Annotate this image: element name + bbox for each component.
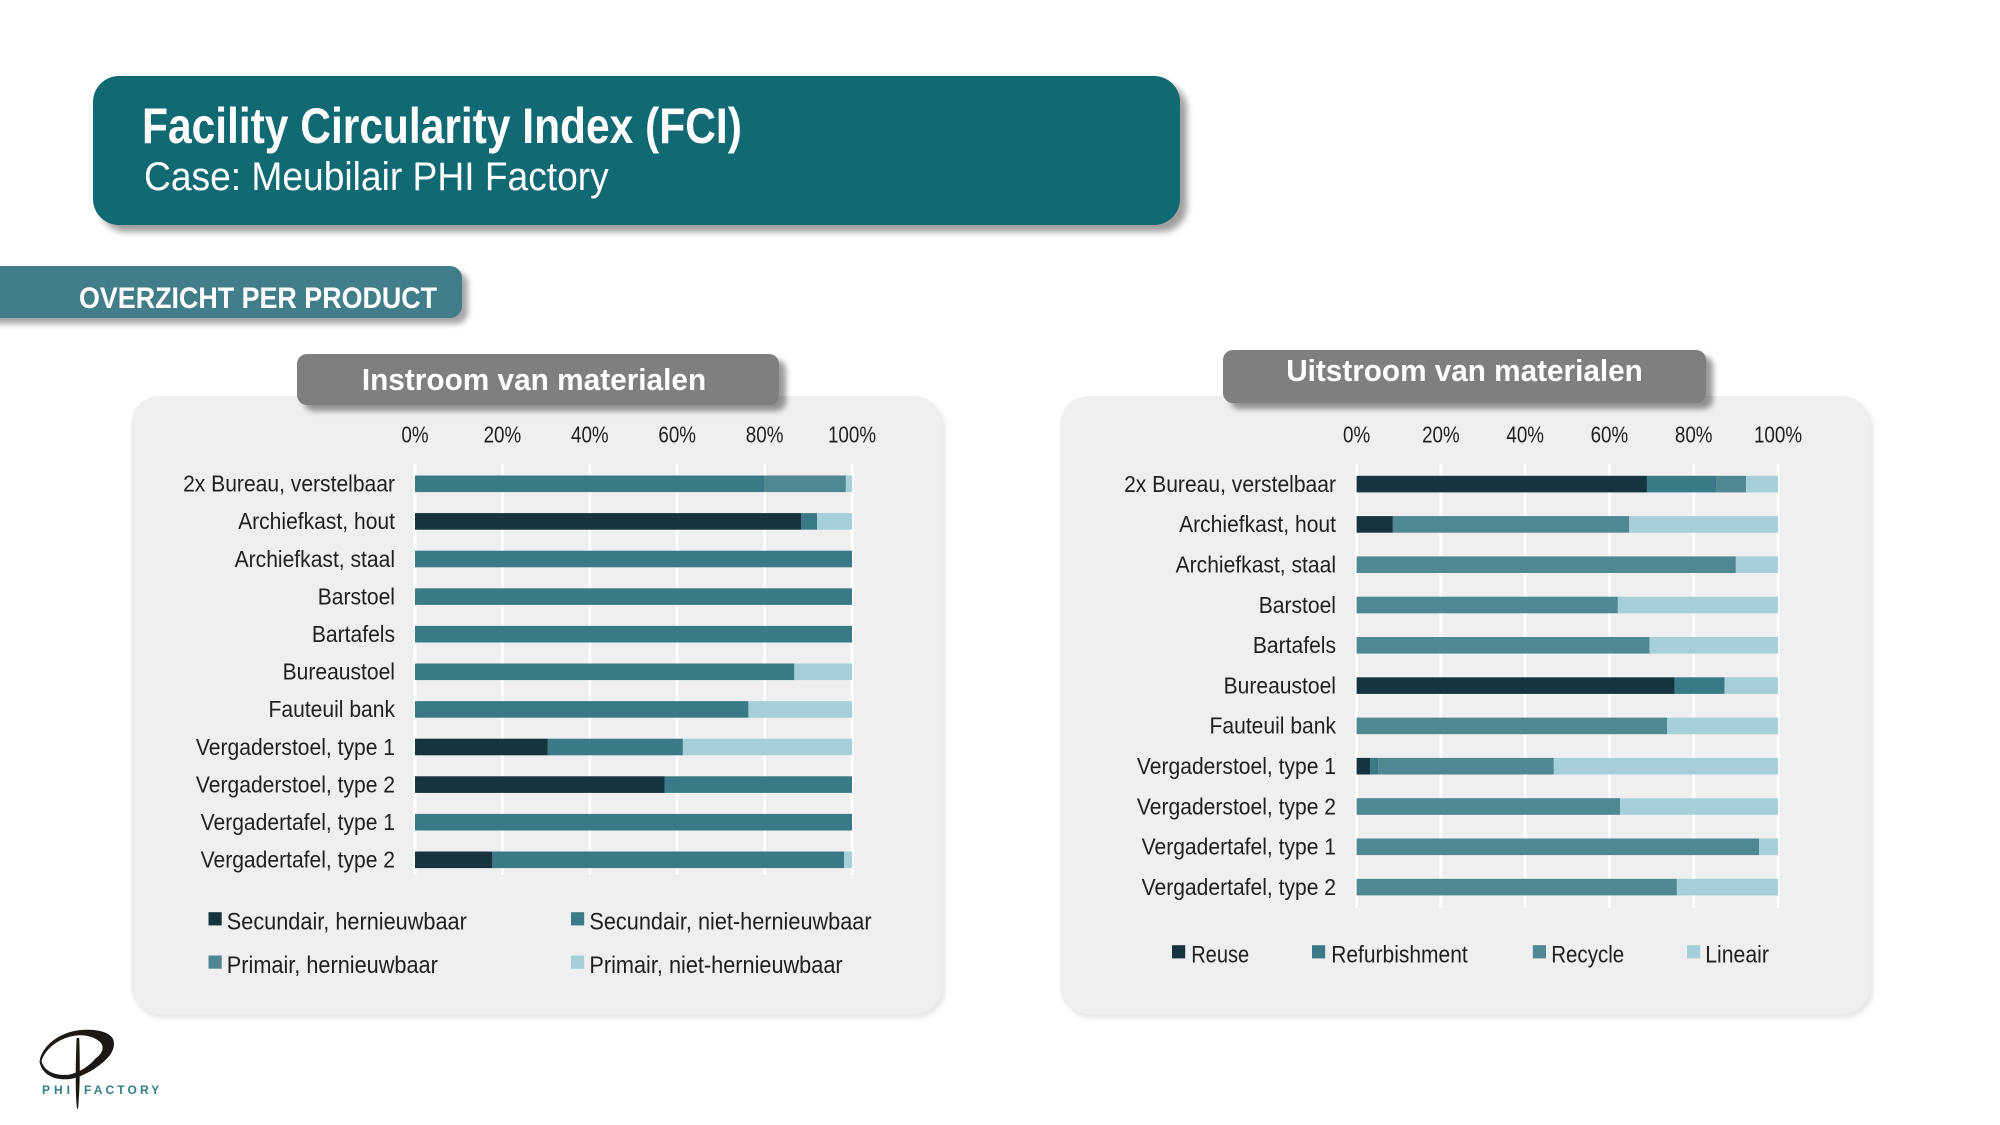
svg-text:40%: 40% [1506, 421, 1544, 448]
svg-text:Bureaustoel: Bureaustoel [1224, 673, 1336, 699]
svg-text:80%: 80% [746, 421, 784, 448]
svg-text:Bartafels: Bartafels [312, 621, 395, 647]
svg-text:Vergaderstoel, type 2: Vergaderstoel, type 2 [196, 772, 395, 798]
svg-text:Archiefkast, staal: Archiefkast, staal [235, 546, 395, 572]
svg-text:Primair, niet-hernieuwbaar: Primair, niet-hernieuwbaar [589, 951, 843, 978]
svg-text:Refurbishment: Refurbishment [1331, 941, 1468, 967]
svg-text:100%: 100% [828, 421, 876, 448]
svg-text:0%: 0% [1343, 421, 1370, 448]
svg-text:Vergadertafel, type 2: Vergadertafel, type 2 [201, 847, 395, 873]
svg-text:Vergadertafel, type 1: Vergadertafel, type 1 [201, 809, 395, 835]
svg-text:60%: 60% [658, 421, 696, 448]
svg-text:100%: 100% [1754, 421, 1802, 448]
svg-text:Fauteuil bank: Fauteuil bank [1210, 713, 1337, 739]
svg-text:Bartafels: Bartafels [1253, 632, 1336, 658]
svg-text:Secundair, niet-hernieuwbaar: Secundair, niet-hernieuwbaar [589, 908, 872, 935]
svg-text:Lineair: Lineair [1705, 941, 1769, 967]
svg-text:Primair, hernieuwbaar: Primair, hernieuwbaar [227, 951, 438, 978]
svg-text:0%: 0% [401, 421, 428, 448]
svg-text:Archiefkast, hout: Archiefkast, hout [238, 508, 395, 534]
svg-text:Barstoel: Barstoel [1259, 592, 1336, 618]
svg-text:PHI: PHI [42, 1083, 74, 1097]
svg-text:Vergaderstoel, type 2: Vergaderstoel, type 2 [1137, 793, 1336, 819]
svg-text:2x Bureau, verstelbaar: 2x Bureau, verstelbaar [183, 471, 395, 497]
svg-text:Vergaderstoel, type 1: Vergaderstoel, type 1 [196, 734, 395, 760]
svg-text:40%: 40% [571, 421, 609, 448]
svg-text:Vergadertafel, type 1: Vergadertafel, type 1 [1142, 834, 1336, 860]
svg-text:80%: 80% [1675, 421, 1713, 448]
svg-text:2x Bureau, verstelbaar: 2x Bureau, verstelbaar [1124, 471, 1336, 497]
svg-text:20%: 20% [1422, 421, 1460, 448]
svg-text:Vergadertafel, type 2: Vergadertafel, type 2 [1142, 874, 1336, 900]
svg-text:Fauteuil bank: Fauteuil bank [269, 696, 396, 722]
svg-text:Archiefkast, staal: Archiefkast, staal [1176, 552, 1336, 578]
svg-text:60%: 60% [1591, 421, 1629, 448]
svg-text:20%: 20% [484, 421, 522, 448]
svg-text:Archiefkast, hout: Archiefkast, hout [1179, 511, 1336, 537]
svg-text:Recycle: Recycle [1551, 941, 1624, 968]
svg-text:Bureaustoel: Bureaustoel [283, 659, 395, 685]
svg-text:Barstoel: Barstoel [318, 584, 395, 610]
svg-text:FACTORY: FACTORY [84, 1083, 162, 1097]
svg-text:Vergaderstoel, type 1: Vergaderstoel, type 1 [1137, 753, 1336, 779]
svg-text:Reuse: Reuse [1191, 941, 1249, 968]
svg-text:Secundair, hernieuwbaar: Secundair, hernieuwbaar [227, 908, 467, 935]
